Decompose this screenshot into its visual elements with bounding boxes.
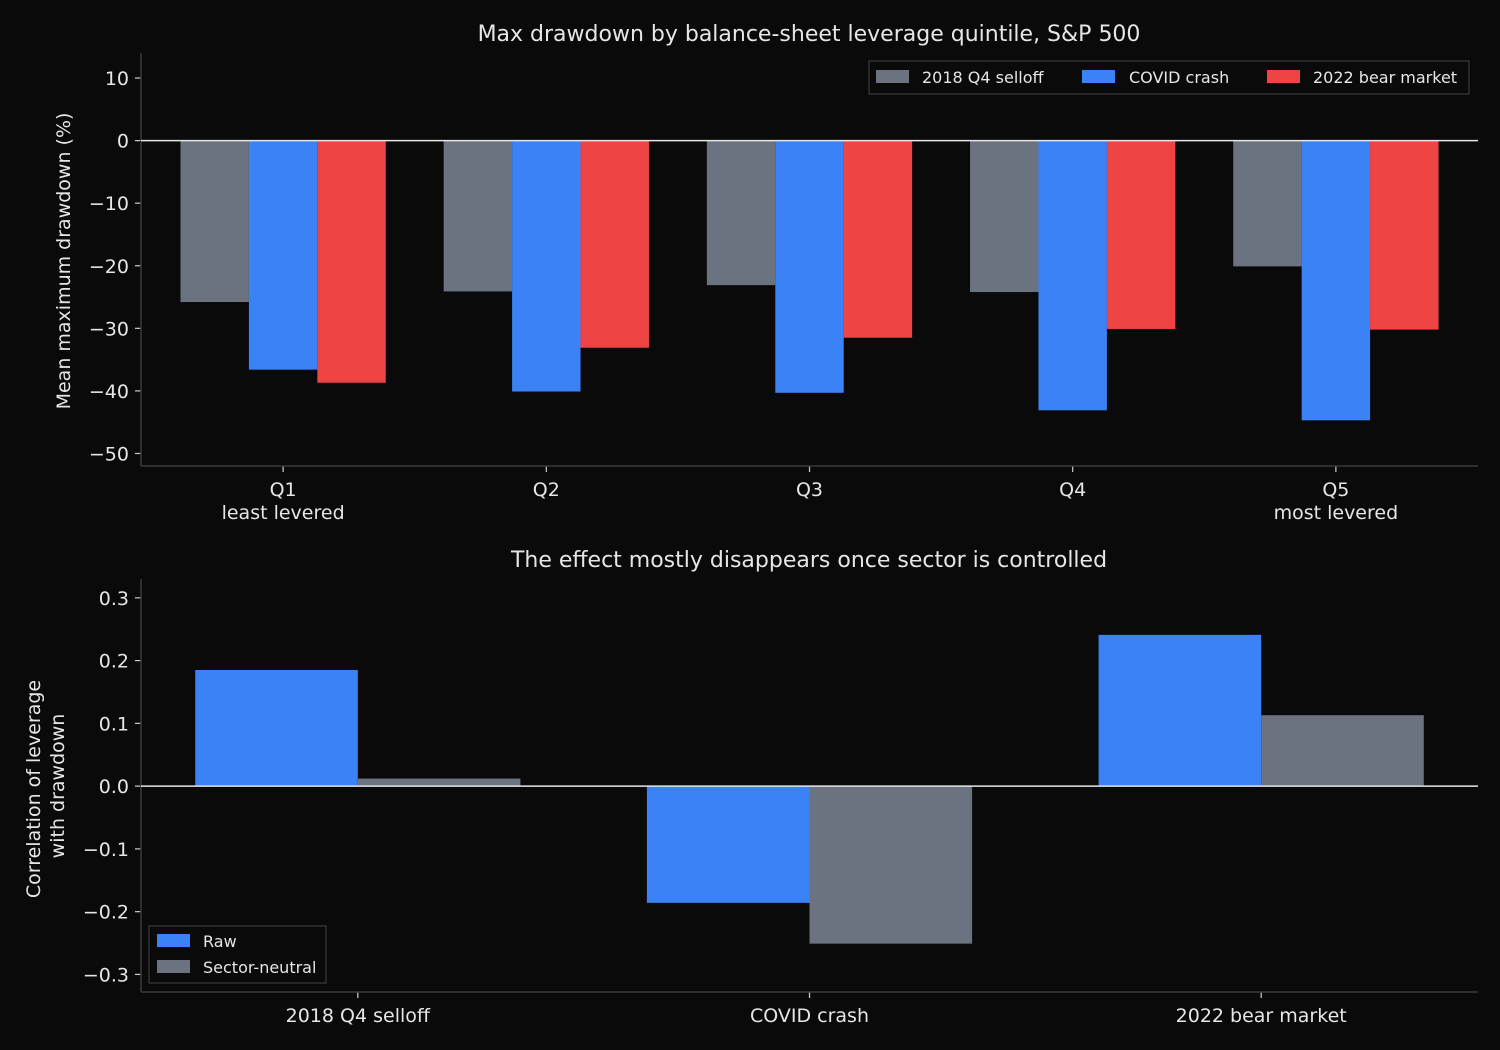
y-tick-label: 0.3 [99, 588, 129, 610]
legend-label: Sector-neutral [203, 958, 316, 977]
correlation-chart: The effect mostly disappears once sector… [23, 548, 1478, 1027]
legend-item: COVID crash [1082, 68, 1229, 87]
bar [646, 786, 810, 903]
legend-swatch [157, 960, 190, 973]
y-tick-label: −40 [89, 381, 129, 403]
y-axis-ticks: 0.3 0.2 0.1 0.0 −0.1 −0.2 −0.3 [83, 588, 141, 986]
y-tick-label: 0 [117, 131, 129, 153]
y-tick-label: −0.2 [83, 902, 129, 924]
x-tick-label: Q4 [1059, 479, 1086, 501]
bar [1098, 634, 1262, 787]
legend-item: Sector-neutral [157, 958, 316, 977]
bar [706, 140, 776, 286]
bar [443, 140, 513, 292]
y-axis-label: Mean maximum drawdown (%) [53, 113, 75, 410]
legend-swatch [1267, 70, 1300, 83]
y-tick-label: −30 [89, 318, 129, 340]
chart-title: Max drawdown by balance-sheet leverage q… [478, 22, 1141, 47]
legend: Raw Sector-neutral [148, 925, 327, 984]
y-tick-label: 0.0 [99, 776, 129, 798]
legend-swatch [1082, 70, 1115, 83]
bar [970, 140, 1039, 293]
bars-group [195, 634, 1424, 944]
y-tick-label: −0.3 [83, 964, 129, 986]
y-tick-label: −10 [89, 193, 129, 215]
x-tick-label: 2022 bear market [1176, 1005, 1347, 1027]
bar [809, 786, 973, 944]
bars-group [180, 140, 1439, 421]
y-axis-ticks: 10 0 −10 −20 −30 −40 −50 [89, 68, 141, 465]
y-axis-label: Correlation of leverage with drawdown [23, 674, 69, 898]
x-tick-label: Q1 [270, 479, 297, 501]
legend-item: 2018 Q4 selloff [876, 68, 1045, 87]
bar [195, 670, 358, 787]
y-axis-label-line: Correlation of leverage [23, 680, 45, 898]
y-tick-label: 0.1 [99, 713, 129, 735]
legend: 2018 Q4 selloff COVID crash 2022 bear ma… [868, 60, 1470, 95]
bar [512, 140, 581, 392]
x-tick-label: Q5 [1322, 479, 1349, 501]
bar [357, 778, 521, 787]
bar [1261, 715, 1424, 787]
bar [1301, 140, 1371, 421]
legend-label: 2018 Q4 selloff [922, 68, 1045, 87]
chart-title: The effect mostly disappears once sector… [510, 548, 1107, 573]
x-tick-label: most levered [1274, 502, 1399, 524]
y-tick-label: −0.1 [83, 839, 129, 861]
legend-swatch [876, 70, 909, 83]
y-tick-label: −20 [89, 256, 129, 278]
legend-label: 2022 bear market [1313, 68, 1457, 87]
bar [775, 140, 844, 393]
y-tick-label: −50 [89, 443, 129, 465]
y-tick-label: 0.2 [99, 651, 129, 673]
x-tick-label: least levered [222, 502, 345, 524]
legend-label: Raw [203, 932, 237, 951]
legend-box [868, 60, 1470, 95]
legend-swatch [157, 934, 190, 947]
bar [1370, 140, 1439, 330]
drawdown-by-quintile-chart: Max drawdown by balance-sheet leverage q… [53, 22, 1478, 524]
bar [180, 140, 249, 303]
x-tick-label: 2018 Q4 selloff [286, 1005, 431, 1027]
x-tick-label: Q3 [796, 479, 823, 501]
x-axis-ticks: 2018 Q4 selloff COVID crash 2022 bear mark… [286, 992, 1347, 1027]
bar [580, 140, 649, 348]
bar [843, 140, 913, 338]
bar [317, 140, 386, 383]
y-axis-label-line: with drawdown [47, 714, 69, 859]
bar [1106, 140, 1176, 329]
x-tick-label: Q2 [533, 479, 560, 501]
bar [248, 140, 318, 370]
legend-item: Raw [157, 932, 237, 951]
legend-item: 2022 bear market [1267, 68, 1457, 87]
bar [1233, 140, 1302, 267]
y-tick-label: 10 [105, 68, 129, 90]
x-tick-label: COVID crash [750, 1005, 869, 1027]
legend-label: COVID crash [1129, 68, 1229, 87]
bar [1038, 140, 1107, 411]
